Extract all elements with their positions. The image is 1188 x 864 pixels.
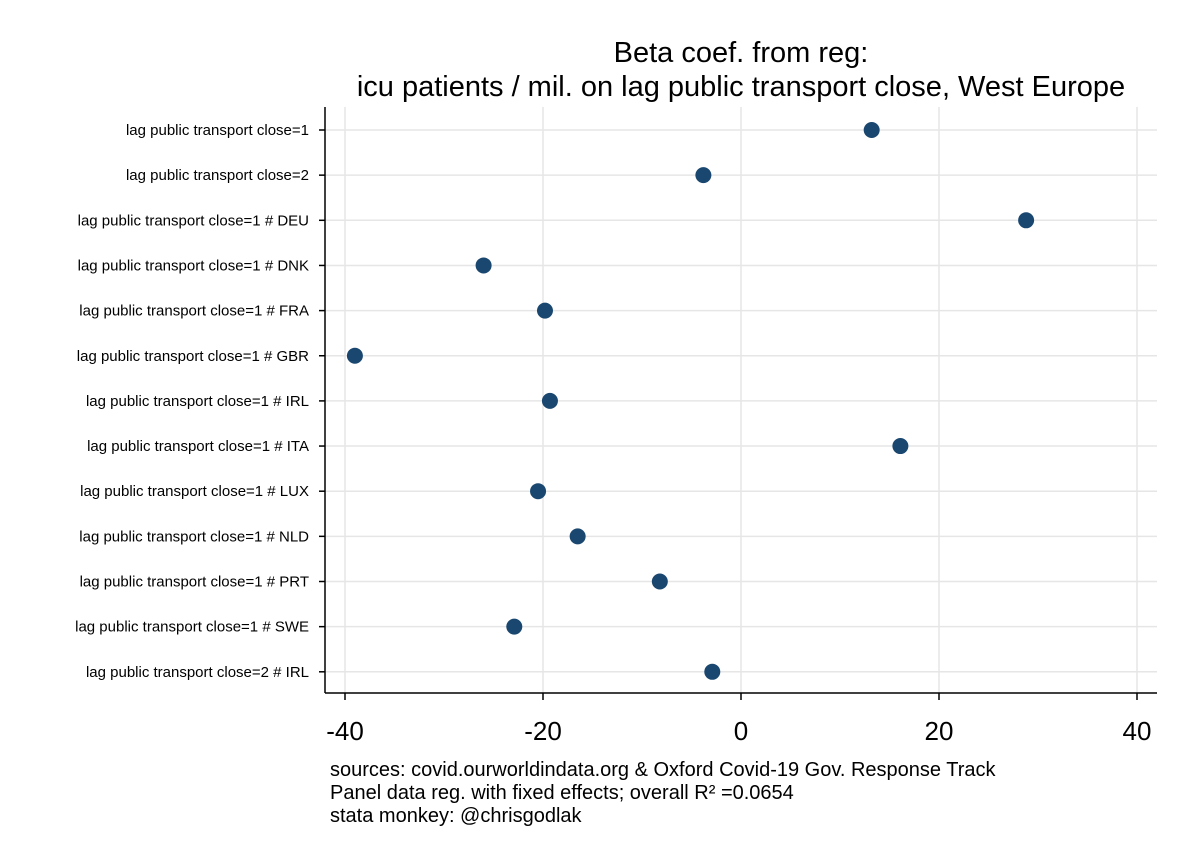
coefficient-point [475,257,492,274]
y-tick-label: lag public transport close=1 [126,122,309,139]
axes [319,107,1157,700]
y-tick-label: lag public transport close=2 [126,167,309,184]
coefficient-point [346,347,363,364]
y-tick-label: lag public transport close=1 # DNK [78,257,309,274]
coefficient-point [1018,212,1035,229]
coefficient-point [506,618,523,635]
x-tick-label: -20 [524,716,562,746]
gridlines [325,107,1157,693]
y-tick-labels: lag public transport close=1 lag public t… [75,122,309,681]
y-tick-label: lag public transport close=1 # FRA [79,303,309,320]
y-tick-label: lag public transport close=1 # IRL [86,393,309,410]
coefficient-point [892,438,909,455]
coefficient-point [536,302,553,319]
x-tick-labels: -40 -20 0 20 40 [326,716,1151,746]
x-tick-label: 20 [925,716,954,746]
y-tick-label: lag public transport close=1 # ITA [87,438,309,455]
y-tick-label: lag public transport close=2 # IRL [86,664,309,681]
x-tick-label: 40 [1123,716,1152,746]
data-points [346,122,1035,680]
note-author: stata monkey: @chrisgodlak [330,805,583,827]
y-tick-label: lag public transport close=1 # SWE [75,619,309,636]
coefficient-point [863,122,880,138]
coefficient-point [704,663,721,680]
note-regression: Panel data reg. with fixed effects; over… [330,782,794,804]
chart-subtitle: icu patients / mil. on lag public transp… [357,71,1125,103]
note-sources: sources: covid.ourworldindata.org & Oxfo… [330,759,996,781]
y-tick-label: lag public transport close=1 # NLD [79,528,309,545]
coefficient-point [530,483,547,500]
y-tick-label: lag public transport close=1 # PRT [80,574,309,591]
x-tick-label: -40 [326,716,364,746]
y-tick-label: lag public transport close=1 # GBR [77,348,309,365]
coefficient-point [695,167,712,184]
coefficient-point [541,392,558,409]
chart-title: Beta coef. from reg: [614,37,869,69]
coefficient-point [651,573,668,590]
y-tick-label: lag public transport close=1 # LUX [80,483,309,500]
y-tick-label: lag public transport close=1 # DEU [78,212,309,229]
coefficient-point [569,528,586,545]
x-tick-label: 0 [734,716,748,746]
